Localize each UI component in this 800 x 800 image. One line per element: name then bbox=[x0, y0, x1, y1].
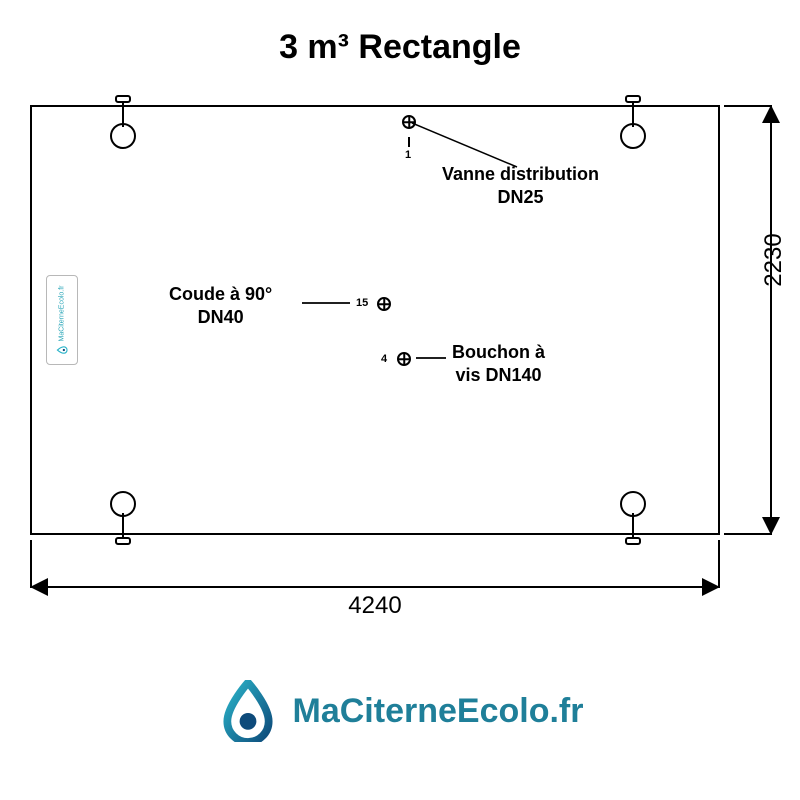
dim-height-value: 2230 bbox=[760, 200, 788, 320]
dim-height-arrow-top bbox=[762, 105, 780, 125]
callout-screw-line2: vis DN140 bbox=[455, 365, 541, 385]
anchor-ring-br bbox=[620, 491, 646, 517]
brand-logo-icon bbox=[217, 680, 279, 742]
dim-height-arrow-bottom bbox=[762, 515, 780, 535]
callout-distribution-line2: DN25 bbox=[497, 187, 543, 207]
callout-screw-line1: Bouchon à bbox=[452, 342, 545, 362]
port-top-tick bbox=[408, 137, 410, 147]
anchor-ring-tr bbox=[620, 123, 646, 149]
badge-brand-text: MaCiterneEcolo.fr bbox=[59, 285, 66, 341]
tank-diagram: MaCiterneEcolo.fr 1 15 4 Vanne distribut… bbox=[30, 105, 720, 535]
brand-text: MaCiterneEcolo.fr bbox=[293, 692, 584, 731]
dim-height-line bbox=[770, 105, 772, 535]
tank-outline: MaCiterneEcolo.fr 1 15 4 Vanne distribut… bbox=[30, 105, 720, 535]
leader-elbow bbox=[302, 303, 362, 307]
port-elbow bbox=[377, 297, 391, 311]
droplet-icon bbox=[57, 344, 68, 355]
callout-distribution-line1: Vanne distribution bbox=[442, 164, 599, 184]
port-top-num: 1 bbox=[405, 149, 411, 161]
callout-screw-cap: Bouchon à vis DN140 bbox=[452, 341, 545, 386]
page-title: 3 m³ Rectangle bbox=[0, 28, 800, 67]
brand-badge: MaCiterneEcolo.fr bbox=[46, 275, 78, 365]
anchor-ring-bl bbox=[110, 491, 136, 517]
anchor-ring-tl bbox=[110, 123, 136, 149]
callout-elbow: Coude à 90° DN40 bbox=[169, 283, 272, 328]
callout-elbow-line1: Coude à 90° bbox=[169, 284, 272, 304]
port-low-num: 4 bbox=[381, 353, 387, 365]
port-screw-cap bbox=[397, 352, 411, 366]
leader-screw-cap bbox=[416, 358, 456, 362]
callout-elbow-line2: DN40 bbox=[198, 307, 244, 327]
dim-width-line bbox=[30, 586, 720, 588]
callout-distribution-valve: Vanne distribution DN25 bbox=[442, 163, 599, 208]
dim-width-value: 4240 bbox=[30, 592, 720, 620]
brand-footer: MaCiterneEcolo.fr bbox=[0, 680, 800, 747]
